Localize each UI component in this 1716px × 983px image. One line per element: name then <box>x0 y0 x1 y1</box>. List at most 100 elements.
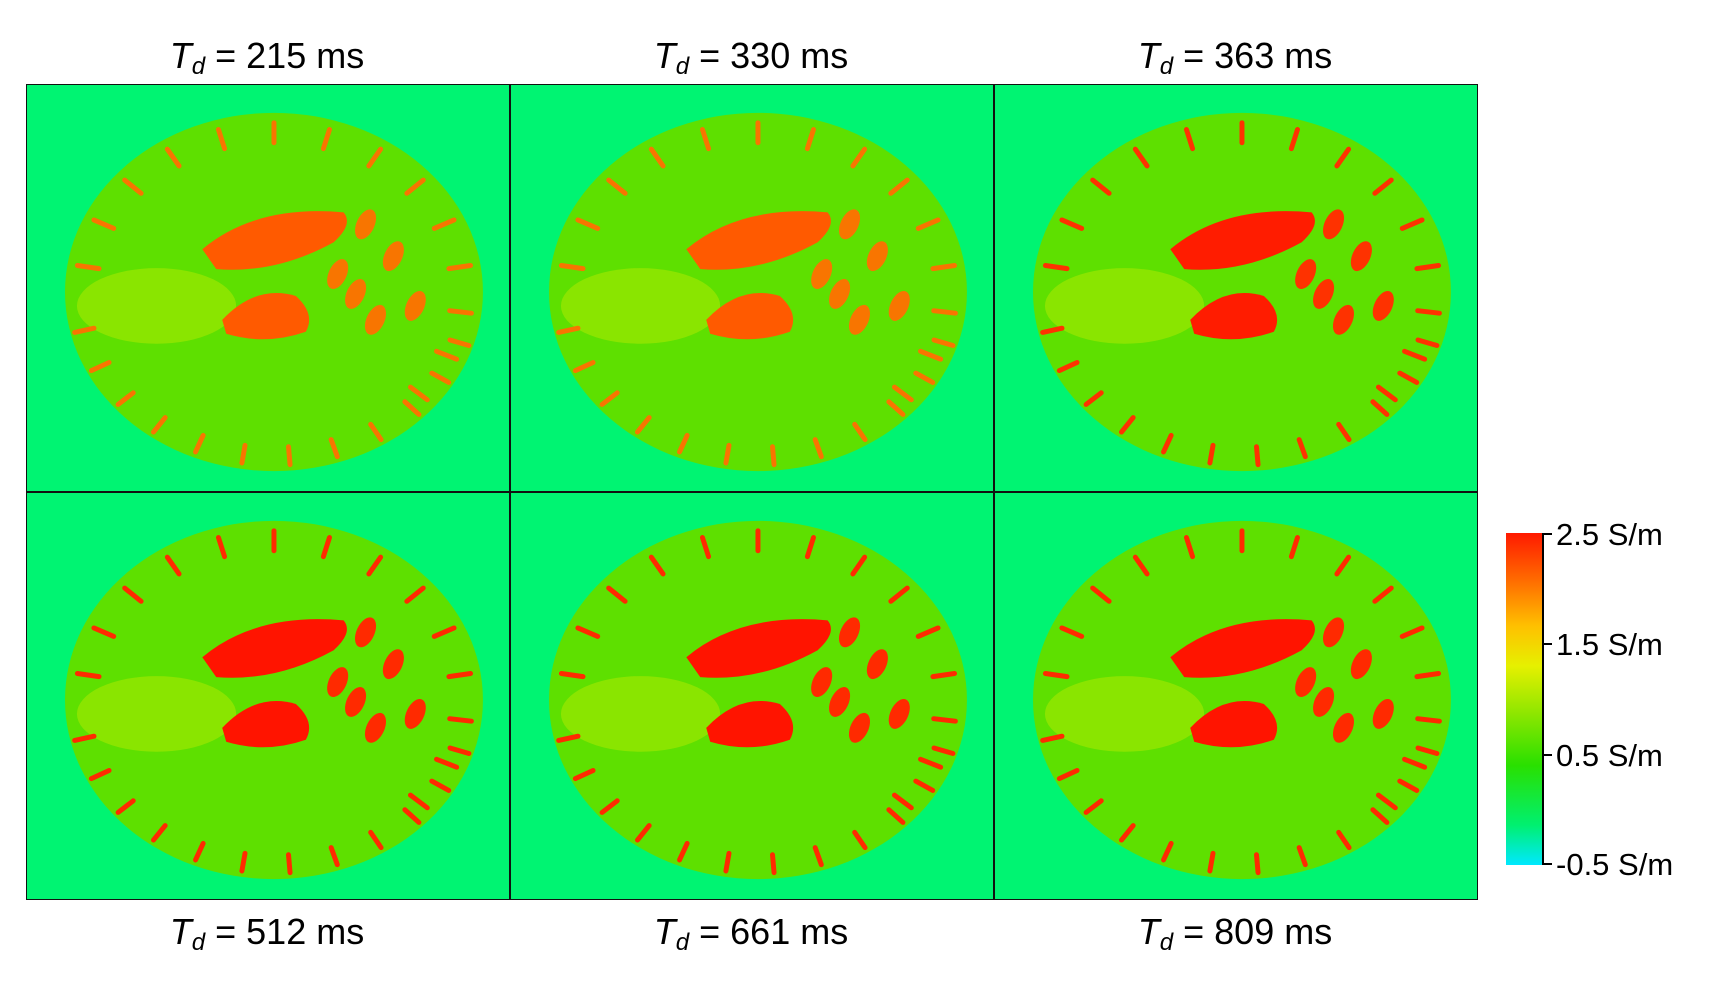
sulcus-mark <box>447 337 472 348</box>
colorbar-label-lower: 0.5 S/m <box>1556 738 1663 773</box>
colorbar-tick <box>1542 754 1552 756</box>
sulcus-mark <box>812 845 824 868</box>
sulcus-mark <box>572 767 596 782</box>
sulcus-mark <box>88 359 112 374</box>
vessel-spot <box>364 712 387 743</box>
vessel-spot <box>838 617 861 648</box>
sulcus-mark <box>1254 444 1261 468</box>
sulcus-mark <box>599 798 620 815</box>
sulcus-mark <box>1415 745 1440 756</box>
brain-slice-image <box>995 493 1477 899</box>
sulcus-mark <box>1402 348 1428 362</box>
vessel-spot <box>811 667 833 697</box>
colorbar-tick <box>1542 863 1552 865</box>
vessel-spot <box>838 209 861 240</box>
vessel-spot <box>848 712 871 743</box>
vessel-spot <box>888 290 910 321</box>
sulcus-mark <box>606 177 628 196</box>
sulcus-mark <box>1161 432 1174 455</box>
sulcus-mark <box>1399 217 1425 231</box>
sulcus-mark <box>804 535 816 560</box>
conductivity-map-panel-2 <box>510 84 994 492</box>
sulcus-mark <box>850 554 868 577</box>
ventricle-upper <box>1170 619 1315 678</box>
sulcus-mark <box>447 308 474 316</box>
sulcus-mark <box>1415 308 1442 316</box>
vessel-spot <box>364 304 387 335</box>
sulcus-mark <box>1372 177 1394 196</box>
conductivity-map-panel-6 <box>994 492 1478 900</box>
sulcus-mark <box>886 399 906 417</box>
ventricle-lower <box>1190 700 1278 748</box>
sulcus-mark <box>891 384 914 403</box>
sulcus-mark <box>407 384 430 403</box>
ventricle-lower <box>222 292 310 340</box>
sulcus-mark <box>193 840 206 863</box>
vessel-spot <box>404 698 426 729</box>
sulcus-mark <box>91 625 117 639</box>
sulcus-mark <box>1372 585 1394 604</box>
sulcus-mark <box>1375 384 1398 403</box>
vessel-spot <box>345 687 367 717</box>
sulcus-mark <box>404 177 426 196</box>
vessel-spot <box>1313 279 1335 309</box>
vessel-spot <box>1332 304 1355 335</box>
sulcus-mark <box>368 829 384 851</box>
sulcus-mark <box>429 778 452 793</box>
sulcus-mark <box>558 671 586 680</box>
sulcus-mark <box>918 348 944 362</box>
sulcus-mark <box>328 845 340 868</box>
colorbar-tick <box>1542 533 1552 535</box>
conductivity-map-panel-3 <box>994 84 1478 492</box>
sulcus-mark <box>328 437 340 460</box>
panel-title-2: Td = 330 ms <box>653 35 849 80</box>
sulcus-mark <box>918 756 944 770</box>
sulcus-mark <box>888 585 910 604</box>
sulcus-mark <box>812 437 824 460</box>
sulcus-mark <box>1042 671 1070 680</box>
sulcus-mark <box>402 399 422 417</box>
sulcus-mark <box>648 146 666 169</box>
sulcus-mark <box>1207 442 1216 466</box>
ventricle-upper <box>686 619 831 678</box>
sulcus-mark <box>891 792 914 811</box>
sulcus-mark <box>913 778 936 793</box>
sulcus-mark <box>572 359 596 374</box>
sulcus-mark <box>1415 337 1440 348</box>
panel-title-4: Td = 512 ms <box>169 911 365 956</box>
sulcus-mark <box>215 127 228 152</box>
sulcus-mark <box>1083 798 1104 815</box>
sulcus-mark <box>74 671 102 680</box>
sulcus-mark <box>402 807 422 825</box>
colorbar-tick <box>1542 643 1552 645</box>
sulcus-mark <box>606 585 628 604</box>
sulcus-mark <box>446 263 474 272</box>
sulcus-mark <box>1132 146 1150 169</box>
ventricle-upper <box>202 211 347 270</box>
sulcus-mark <box>699 127 712 152</box>
sulcus-mark <box>1415 716 1442 724</box>
sulcus-mark <box>1090 585 1112 604</box>
sulcus-mark <box>931 716 958 724</box>
sulcus-mark <box>193 432 206 455</box>
sulcus-mark <box>1183 127 1196 152</box>
ventricle-upper <box>1170 211 1315 270</box>
vessel-spot <box>354 209 377 240</box>
sulcus-mark <box>888 177 910 196</box>
sulcus-mark <box>1334 146 1352 169</box>
sulcus-mark <box>447 716 474 724</box>
sulcus-mark <box>1414 263 1442 272</box>
panel-title-3: Td = 363 ms <box>1137 35 1333 80</box>
sulcus-mark <box>164 146 182 169</box>
vessel-spot <box>866 649 888 680</box>
sulcus-mark <box>72 325 97 335</box>
sulcus-mark <box>913 370 936 385</box>
sulcus-mark <box>1399 625 1425 639</box>
vessel-spot <box>404 290 426 321</box>
vessel-spot <box>382 241 404 272</box>
sulcus-mark <box>1336 829 1352 851</box>
sulcus-mark <box>1397 370 1420 385</box>
panel-title-5: Td = 661 ms <box>653 911 849 956</box>
sulcus-mark <box>575 217 601 231</box>
sulcus-mark <box>599 390 620 407</box>
